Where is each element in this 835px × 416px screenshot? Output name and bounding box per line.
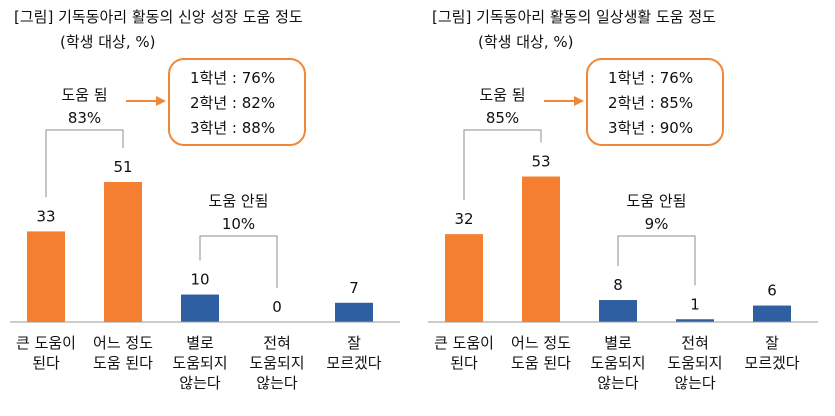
tick-label: 않는다 (674, 374, 716, 392)
tick-label: 전혀 (681, 334, 709, 352)
tick-label: 도움 된다 (511, 354, 571, 372)
bar (104, 182, 142, 322)
bar (445, 234, 483, 322)
callout-grade-2: 2학년 : 85% (608, 94, 694, 112)
callout-grade-3: 3학년 : 88% (190, 119, 276, 137)
tick-label: 큰 도움이 (16, 334, 76, 352)
group-label: 도움 안됨 (209, 192, 269, 210)
tick-label: 된다 (32, 354, 60, 372)
data-label: 0 (272, 298, 282, 316)
tick-label: 어느 정도 (511, 334, 571, 352)
data-label: 7 (349, 279, 359, 297)
callout-arrow-head (156, 96, 166, 106)
bar (27, 231, 65, 322)
group-value: 85% (486, 109, 519, 127)
callout-grade-1: 1학년 : 76% (190, 69, 276, 87)
chart-subtitle: (학생 대상, %) (60, 33, 156, 51)
chart-subtitle: (학생 대상, %) (478, 33, 574, 51)
tick-label: 큰 도움이 (434, 334, 494, 352)
tick-label: 잘 (765, 334, 779, 352)
tick-label: 도움 된다 (93, 354, 153, 372)
group-value: 10% (222, 215, 255, 233)
tick-label: 도움되지 (249, 354, 304, 372)
bar (599, 300, 637, 322)
tick-label: 모르겠다 (744, 354, 799, 372)
bar (335, 302, 373, 322)
data-label: 53 (531, 153, 550, 171)
data-label: 33 (36, 207, 55, 225)
data-label: 1 (690, 295, 700, 313)
bar (676, 319, 714, 322)
data-label: 51 (113, 158, 132, 176)
callout-arrow-head (574, 96, 584, 106)
tick-label: 전혀 (263, 334, 291, 352)
tick-label: 않는다 (179, 374, 221, 392)
bar (181, 294, 219, 322)
group-bracket (199, 235, 278, 288)
group-bracket (45, 129, 124, 198)
tick-label: 않는다 (597, 374, 639, 392)
group-label: 도움 안됨 (627, 192, 687, 210)
callout-grade-1: 1학년 : 76% (608, 69, 694, 87)
chart-title: [그림] 기독동아리 활동의 일상생활 도움 정도 (432, 8, 716, 26)
tick-label: 별로 (186, 334, 214, 352)
tick-label: 잘 (347, 334, 361, 352)
grade-callout-box: 1학년 : 76% 2학년 : 82% 3학년 : 88% (168, 58, 306, 146)
tick-label: 도움되지 (172, 354, 227, 372)
grade-callout-box: 1학년 : 76% 2학년 : 85% 3학년 : 90% (586, 58, 724, 146)
data-label: 10 (190, 271, 209, 289)
group-value: 9% (645, 215, 669, 233)
group-value: 83% (68, 109, 101, 127)
group-bracket (463, 129, 542, 201)
callout-grade-3: 3학년 : 90% (608, 119, 694, 137)
tick-label: 도움되지 (590, 354, 645, 372)
chart-daily-life: [그림] 기독동아리 활동의 일상생활 도움 정도 (학생 대상, %) 1학년… (418, 0, 835, 416)
tick-label: 별로 (604, 334, 632, 352)
chart-spiritual-growth: [그림] 기독동아리 활동의 신앙 성장 도움 정도 (학생 대상, %) 1학… (0, 0, 417, 416)
tick-label: 도움되지 (667, 354, 722, 372)
bar (753, 305, 791, 322)
tick-label: 된다 (450, 354, 478, 372)
bar (522, 176, 560, 322)
group-label: 도움 됨 (479, 86, 525, 104)
tick-label: 모르겠다 (326, 354, 381, 372)
data-label: 8 (613, 276, 623, 294)
data-label: 32 (454, 210, 473, 228)
chart-title: [그림] 기독동아리 활동의 신앙 성장 도움 정도 (14, 8, 303, 26)
group-bracket (617, 235, 696, 286)
callout-grade-2: 2학년 : 82% (190, 94, 276, 112)
tick-label: 어느 정도 (93, 334, 153, 352)
group-label: 도움 됨 (61, 86, 107, 104)
tick-label: 않는다 (256, 374, 298, 392)
data-label: 6 (767, 282, 777, 300)
